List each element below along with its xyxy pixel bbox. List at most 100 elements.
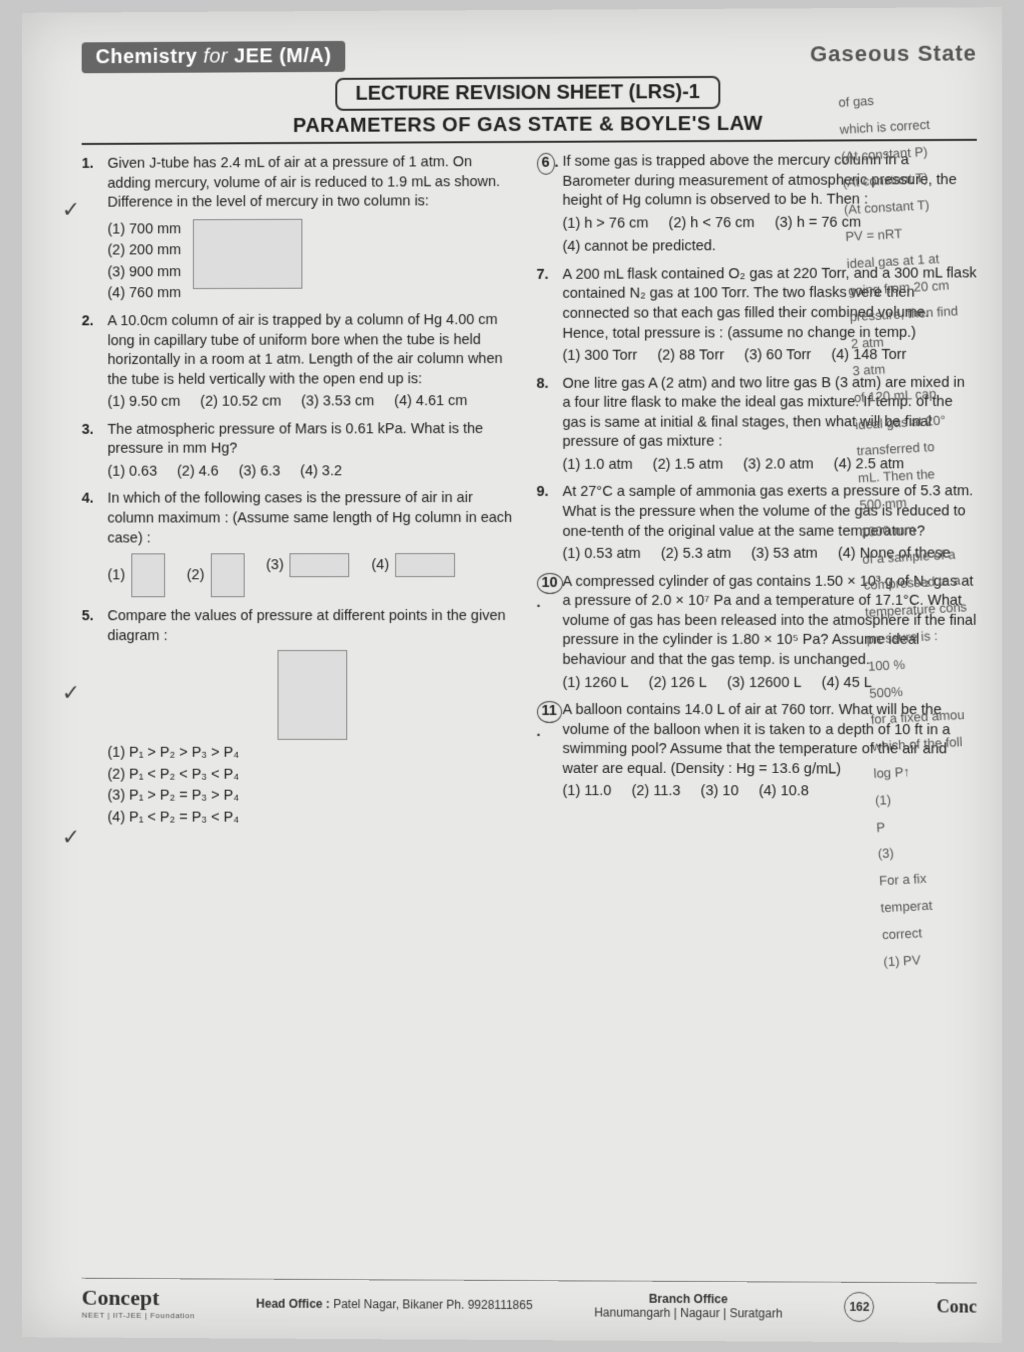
option: (4) 760 mm bbox=[107, 284, 181, 304]
margin-note: log P↑ bbox=[873, 756, 1024, 785]
question-body: The atmospheric pressure of Mars is 0.61… bbox=[107, 420, 518, 482]
margin-note: 1000 mm bbox=[860, 514, 1012, 543]
option: (1) bbox=[107, 551, 166, 599]
margin-note: which of the foll bbox=[872, 729, 1024, 758]
option-diagram bbox=[210, 553, 244, 597]
option: (4) 3.2 bbox=[300, 462, 342, 482]
question-number: 11. bbox=[537, 701, 563, 802]
subject: Chemistry bbox=[96, 46, 198, 68]
margin-note: PV = nRT bbox=[845, 219, 997, 248]
option: (1) h > 76 cm bbox=[563, 214, 649, 234]
question-number: 7. bbox=[537, 266, 563, 367]
question: 3.The atmospheric pressure of Mars is 0.… bbox=[82, 420, 519, 482]
margin-note: mL. Then the bbox=[858, 460, 1010, 489]
option: (2) 4.6 bbox=[177, 462, 219, 482]
option: (3) P₁ > P₂ = P₃ > P₄ bbox=[107, 787, 518, 807]
question-number: 5. bbox=[82, 607, 108, 828]
margin-note: (3) bbox=[877, 837, 1024, 866]
question-columns: 1.Given J-tube has 2.4 mL of air at a pr… bbox=[82, 151, 977, 837]
option: (4) 4.61 cm bbox=[394, 392, 467, 412]
footer-logo: Concept bbox=[82, 1285, 195, 1312]
option: (2) 126 L bbox=[649, 673, 707, 693]
option: (3) 3.53 cm bbox=[301, 393, 374, 413]
option: (3) bbox=[266, 551, 351, 599]
option: (1) P₁ > P₂ > P₃ > P₄ bbox=[107, 744, 518, 764]
question-body: In which of the following cases is the p… bbox=[107, 489, 518, 599]
option: (3) 53 atm bbox=[751, 545, 817, 565]
question-number: 1. bbox=[82, 155, 108, 304]
margin-note: for a fixed amou bbox=[870, 702, 1022, 731]
head-office-addr: Patel Nagar, Bikaner Ph. 9928111865 bbox=[333, 1297, 532, 1312]
option: (3) 900 mm bbox=[107, 263, 181, 283]
option-diagram bbox=[395, 553, 455, 577]
margin-note: correct bbox=[882, 917, 1024, 945]
footer: Concept NEET | IIT-JEE | Foundation Head… bbox=[82, 1278, 977, 1325]
page-number: 162 bbox=[844, 1291, 874, 1321]
question: 1.Given J-tube has 2.4 mL of air at a pr… bbox=[82, 153, 519, 304]
question-number: 2. bbox=[82, 312, 108, 413]
exam: JEE (M/A) bbox=[234, 45, 331, 67]
margin-note: (At constant T) bbox=[843, 192, 995, 221]
tick-mark: ✓ bbox=[62, 824, 80, 850]
question: 4.In which of the following cases is the… bbox=[82, 489, 519, 599]
option: (4) bbox=[371, 551, 457, 599]
jtube-diagram bbox=[193, 219, 302, 289]
option: (3) 10 bbox=[701, 782, 739, 802]
option: (2) 10.52 cm bbox=[200, 393, 281, 413]
margin-notes: of gaswhich is correct(At constant P)(At… bbox=[838, 84, 1024, 978]
topic-label: Gaseous State bbox=[810, 40, 977, 67]
option: (1) 1.0 atm bbox=[563, 456, 633, 476]
question-number: 3. bbox=[82, 421, 108, 483]
sheet-title-box: LECTURE REVISION SHEET (LRS)-1 bbox=[336, 76, 721, 111]
option: (4) cannot be predicted. bbox=[563, 237, 716, 257]
question: 2.A 10.0cm column of air is trapped by a… bbox=[82, 311, 519, 413]
question-number: 4. bbox=[82, 490, 108, 599]
question-body: A 10.0cm column of air is trapped by a c… bbox=[107, 311, 518, 413]
subject-tag: Chemistry for JEE (M/A) bbox=[82, 41, 346, 73]
margin-note: temperature cons bbox=[865, 595, 1017, 624]
option: (1) 1260 L bbox=[563, 673, 629, 693]
tick-mark: ✓ bbox=[62, 197, 80, 223]
option: (4) 10.8 bbox=[759, 783, 809, 803]
margin-note: (1) PV bbox=[883, 944, 1024, 972]
option: (2) P₁ < P₂ < P₃ < P₄ bbox=[107, 765, 518, 785]
question-number: 9. bbox=[537, 483, 563, 564]
option: (2) 88 Torr bbox=[657, 346, 724, 366]
margin-note: ideal gas at 20° bbox=[855, 407, 1007, 436]
question-text: The atmospheric pressure of Mars is 0.61… bbox=[107, 420, 518, 460]
head-office: Head Office : Patel Nagar, Bikaner Ph. 9… bbox=[256, 1296, 532, 1312]
footer-logo-block: Concept NEET | IIT-JEE | Foundation bbox=[82, 1285, 195, 1321]
option-diagram bbox=[131, 553, 165, 597]
footer-logo-sub: NEET | IIT-JEE | Foundation bbox=[82, 1311, 195, 1321]
question: 5.Compare the values of pressure at diff… bbox=[82, 607, 519, 828]
margin-note: (At constant P) bbox=[841, 138, 993, 167]
margin-note: compressed to a bbox=[863, 568, 1015, 597]
head-office-label: Head Office : bbox=[256, 1296, 330, 1310]
margin-note: P bbox=[876, 810, 1024, 839]
question-text: A 10.0cm column of air is trapped by a c… bbox=[107, 311, 518, 390]
right-logo: Conc bbox=[937, 1296, 977, 1317]
option: (1) 700 mm bbox=[107, 220, 181, 240]
margin-note: pressure, then find bbox=[849, 299, 1001, 328]
option: (1) 11.0 bbox=[563, 782, 612, 802]
margin-note: which is correct bbox=[839, 111, 991, 140]
option: (2) 5.3 atm bbox=[661, 545, 731, 565]
option: (2) 200 mm bbox=[107, 241, 181, 261]
question-text: In which of the following cases is the p… bbox=[107, 489, 518, 548]
margin-note: For a fix bbox=[879, 864, 1024, 892]
option-diagram bbox=[290, 553, 350, 577]
margin-note: transferred to bbox=[856, 434, 1008, 463]
question-body: Compare the values of pressure at differ… bbox=[107, 607, 518, 828]
option: (2) 11.3 bbox=[632, 782, 681, 802]
question-number: 6. bbox=[537, 153, 563, 258]
question-text: Given J-tube has 2.4 mL of air at a pres… bbox=[107, 153, 518, 213]
option: (2) bbox=[187, 551, 246, 599]
option: (3) 60 Torr bbox=[744, 346, 811, 366]
option: (4) 45 L bbox=[822, 673, 872, 693]
margin-note: pressure is : bbox=[866, 622, 1018, 651]
pressure-diagram bbox=[278, 650, 348, 740]
margin-note: of a sample of a bbox=[862, 541, 1014, 570]
option: (1) 0.63 bbox=[107, 463, 157, 483]
margin-note: 2 atm bbox=[851, 326, 1003, 355]
option: (1) 300 Torr bbox=[563, 347, 638, 367]
